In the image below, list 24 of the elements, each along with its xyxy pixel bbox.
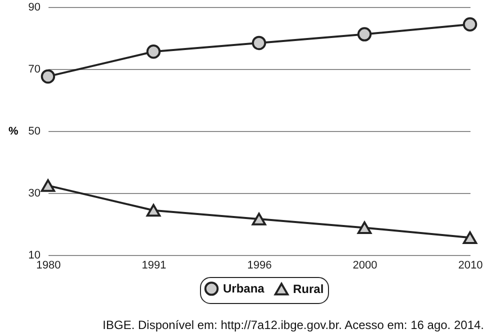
y-tick-label: 30 [28, 188, 40, 200]
y-tick-label: 70 [28, 64, 40, 76]
y-tick-label: 90 [28, 2, 40, 14]
point [357, 221, 372, 234]
legend-label: Rural [293, 282, 324, 296]
y-axis-title: % [8, 126, 18, 138]
point [146, 204, 161, 217]
point [462, 17, 478, 32]
x-tick-label: 1991 [142, 260, 166, 272]
x-tick-label: 1996 [247, 260, 272, 272]
point [462, 231, 478, 244]
point [357, 27, 372, 42]
text: IBGE. Disponível em: http://7a12.ibge.gov.br. Acesso em: 16 ago. 2014. [102, 318, 484, 332]
point [252, 36, 266, 50]
point [40, 69, 56, 84]
x-tick-label: 2010 [458, 260, 483, 272]
point [252, 212, 266, 226]
y-tick-label: 10 [28, 250, 40, 262]
point [40, 179, 56, 192]
legend-label: Urbana [223, 282, 265, 296]
x-tick-label: 2000 [352, 260, 378, 272]
x-tick-label: 1980 [36, 260, 61, 272]
y-tick-label: 50 [28, 126, 40, 138]
point [146, 44, 161, 59]
